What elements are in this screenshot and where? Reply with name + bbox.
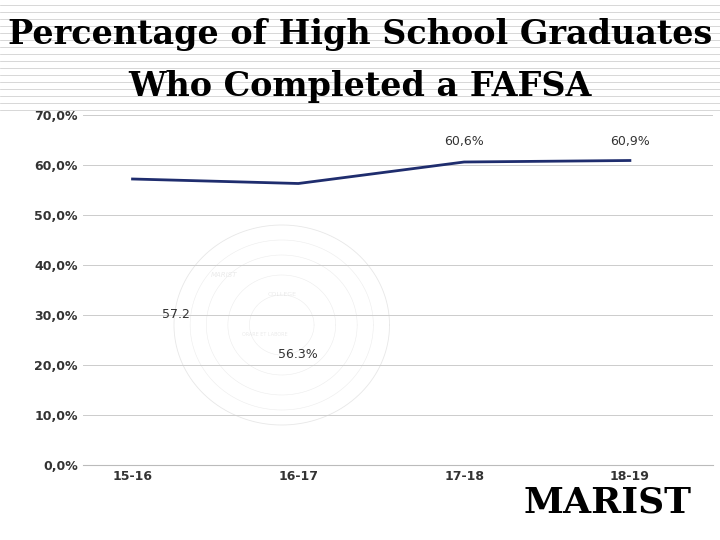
Text: 57.2: 57.2	[163, 308, 190, 321]
Text: ORARE ET LABORE: ORARE ET LABORE	[243, 333, 288, 338]
Text: Student Financial Services: Student Financial Services	[22, 496, 230, 510]
Text: Who Completed a FAFSA: Who Completed a FAFSA	[128, 70, 592, 103]
Text: MARIST: MARIST	[523, 485, 691, 519]
Text: 56.3%: 56.3%	[279, 348, 318, 361]
Text: MARIST: MARIST	[210, 272, 237, 278]
Text: 60,9%: 60,9%	[610, 134, 649, 147]
Text: 60,6%: 60,6%	[444, 134, 484, 147]
Text: Percentage of High School Graduates: Percentage of High School Graduates	[8, 18, 712, 51]
Text: COLLEGE: COLLEGE	[267, 293, 296, 298]
